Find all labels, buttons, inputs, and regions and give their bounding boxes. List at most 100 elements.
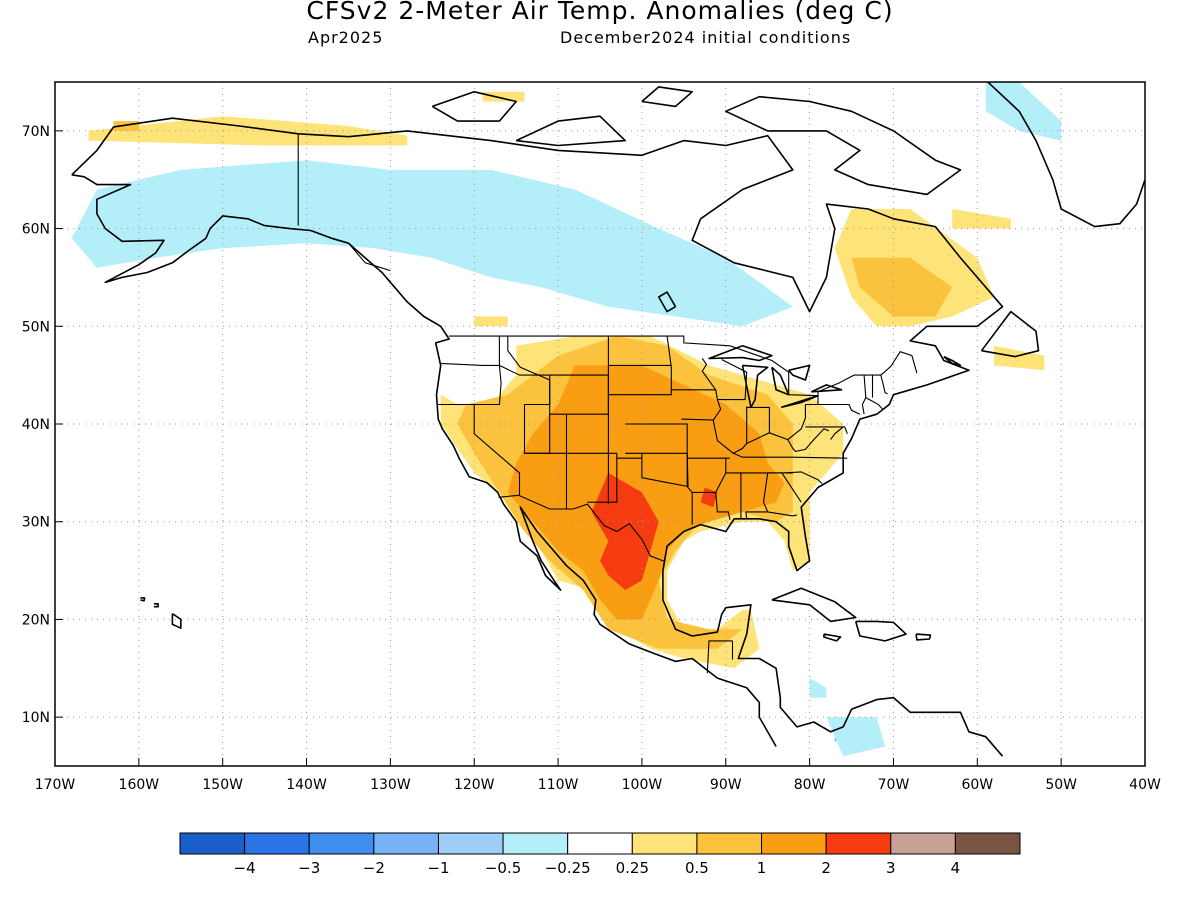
border-17 xyxy=(608,336,672,396)
border-38 xyxy=(769,404,806,441)
coastline-1 xyxy=(71,174,777,747)
color-legend: −4 −3 −2 −1 −0.5 −0.25 0.25 0.5 1 2 3 4 xyxy=(179,832,1021,877)
lon-tick-label: 50W xyxy=(1045,777,1077,793)
lat-tick-label: 20N xyxy=(22,612,50,628)
colorbar-label: 0.5 xyxy=(685,859,709,877)
political-borders xyxy=(297,133,918,674)
colorbar-swatch xyxy=(437,832,504,855)
lon-tick-label: 110W xyxy=(538,777,579,793)
colorbar-swatch xyxy=(890,832,956,855)
coastline-2 xyxy=(986,82,1145,228)
border-39 xyxy=(733,452,848,459)
coastline-13 xyxy=(153,602,159,608)
anomaly-region-9 xyxy=(482,91,525,102)
coastline-4 xyxy=(724,95,962,196)
border-48 xyxy=(830,426,844,440)
colorbar-label: −0.25 xyxy=(545,859,591,877)
lon-tick-label: 130W xyxy=(370,777,411,793)
colorbar-swatch xyxy=(567,832,633,855)
lon-tick-label: 120W xyxy=(454,777,495,793)
colorbar-swatch xyxy=(373,832,439,855)
longitude-labels: 170W 160W 150W 140W 130W 120W 110W 100W 90W 80W 70… xyxy=(35,758,1161,793)
colorbar-label: 2 xyxy=(821,859,831,877)
anomaly-region-13 xyxy=(994,345,1045,371)
lon-tick-label: 160W xyxy=(119,777,160,793)
anomaly-region-4 xyxy=(71,160,793,327)
lat-tick-label: 40N xyxy=(22,417,50,433)
colorbar-label: −1 xyxy=(427,859,449,877)
colorbar-label: 0.25 xyxy=(616,859,649,877)
border-29 xyxy=(692,491,731,520)
anomaly-region-12 xyxy=(474,316,508,327)
coastline-5 xyxy=(431,91,518,122)
border-2 xyxy=(449,335,918,397)
colorbar-swatch xyxy=(179,832,246,855)
border-45 xyxy=(861,397,867,415)
lon-tick-label: 140W xyxy=(286,777,327,793)
coastline-22 xyxy=(788,364,811,381)
border-1 xyxy=(310,229,391,272)
border-46 xyxy=(880,374,888,395)
coastline-17 xyxy=(708,345,773,362)
forecast-month: Apr2025 xyxy=(308,28,384,47)
coastline-6 xyxy=(641,86,694,108)
border-4 xyxy=(706,640,733,674)
chart-title: CFSv2 2-Meter Air Temp. Anomalies (deg C… xyxy=(306,0,894,25)
coastline-10 xyxy=(823,633,842,642)
border-44 xyxy=(863,375,884,410)
border-23 xyxy=(686,453,693,525)
coastline-7 xyxy=(771,587,857,623)
coastline-14 xyxy=(943,355,962,367)
lon-tick-label: 90W xyxy=(710,777,742,793)
coastline-0 xyxy=(71,117,1004,757)
coastline-16 xyxy=(657,291,677,313)
border-16 xyxy=(587,453,618,503)
lat-tick-label: 10N xyxy=(22,710,50,726)
anomaly-region-6 xyxy=(809,678,827,698)
border-3 xyxy=(498,494,666,563)
border-8 xyxy=(440,362,500,366)
lat-lon-grid xyxy=(55,82,1145,766)
colorbar-label: −4 xyxy=(234,859,256,877)
colorbar-swatch xyxy=(502,832,569,855)
anomaly-region-16 xyxy=(851,257,953,317)
border-25 xyxy=(701,358,717,391)
lat-tick-label: 50N xyxy=(22,319,50,335)
coastline-3 xyxy=(515,115,627,147)
border-41 xyxy=(805,426,848,434)
lon-tick-label: 80W xyxy=(794,777,826,793)
lon-tick-label: 100W xyxy=(622,777,663,793)
border-36 xyxy=(781,472,802,503)
coastline-8 xyxy=(854,620,907,642)
latitude-labels: 70N 60N 50N 40N 30N 20N 10N xyxy=(22,124,63,726)
colorbar-label: −0.5 xyxy=(485,859,521,877)
colorbar-swatch xyxy=(825,832,892,855)
lon-tick-label: 150W xyxy=(202,777,243,793)
anomaly-region-11 xyxy=(952,209,1011,229)
colorbar-label: 3 xyxy=(886,859,896,877)
border-6 xyxy=(473,336,521,496)
lon-tick-label: 60W xyxy=(961,777,993,793)
border-37 xyxy=(746,406,770,444)
colorbar-swatch xyxy=(954,832,1021,855)
border-11 xyxy=(507,336,551,405)
colorbar-label: 4 xyxy=(951,859,961,877)
lon-tick-label: 40W xyxy=(1129,777,1161,793)
lat-tick-label: 30N xyxy=(22,515,50,531)
coastline-15 xyxy=(980,310,1040,358)
colorbar-swatch xyxy=(696,832,763,855)
coastline-12 xyxy=(140,597,146,602)
anomaly-region-7 xyxy=(826,717,886,757)
colorbar-swatch xyxy=(244,832,310,855)
colorbar-swatch xyxy=(308,832,375,855)
colorbar-label: −2 xyxy=(363,859,385,877)
coastlines xyxy=(71,82,1145,757)
coastline-21 xyxy=(810,384,843,393)
border-35 xyxy=(767,511,798,517)
colorbar-swatch xyxy=(761,832,827,855)
border-34 xyxy=(767,471,823,485)
colorbar-label: 1 xyxy=(757,859,767,877)
lon-tick-label: 170W xyxy=(35,777,76,793)
border-27 xyxy=(712,406,748,454)
colorbar-swatch xyxy=(631,832,698,855)
